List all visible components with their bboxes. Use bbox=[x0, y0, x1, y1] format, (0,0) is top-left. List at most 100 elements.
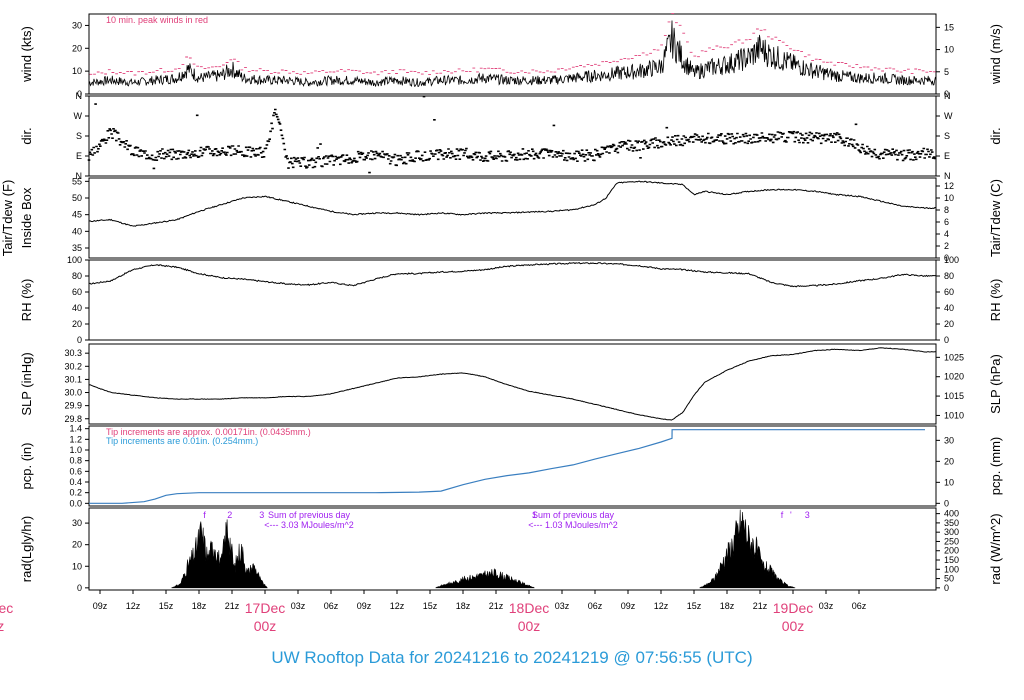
xtick-label: 18z bbox=[720, 601, 735, 611]
ytick-left-label: W bbox=[74, 111, 83, 121]
date-zulu-label: 00z bbox=[518, 618, 541, 634]
ytick-right-label: 100 bbox=[944, 255, 959, 265]
series-dir bbox=[87, 95, 937, 174]
wind-annotation: 10 min. peak winds in red bbox=[106, 15, 208, 25]
ytick-right-label: 0 bbox=[944, 583, 949, 593]
ytick-left-label: 30 bbox=[72, 20, 82, 30]
pcp-annotation-2: Tip increments are 0.01in. (0.254mm.) bbox=[106, 436, 258, 446]
rad-hour-marker: 2 bbox=[227, 510, 232, 520]
ytick-right-label: W bbox=[944, 111, 953, 121]
ytick-left-label: 30.3 bbox=[64, 348, 82, 358]
xtick-label: 15z bbox=[423, 601, 438, 611]
ytick-left-label: 30.1 bbox=[64, 374, 82, 384]
ytick-right-label: 1020 bbox=[944, 372, 964, 382]
ytick-right-label: 10 bbox=[944, 477, 954, 487]
panel-frame-rad bbox=[88, 507, 937, 591]
xtick-label: 06z bbox=[324, 601, 339, 611]
ytick-left-label: 30 bbox=[72, 518, 82, 528]
series-pcp bbox=[89, 429, 925, 504]
ytick-right-label: 150 bbox=[944, 555, 959, 565]
ytick-right-label: 5 bbox=[944, 67, 949, 77]
xtick-label: 06z bbox=[588, 601, 603, 611]
ytick-left-label: 45 bbox=[72, 210, 82, 220]
ytick-right-label: 1010 bbox=[944, 410, 964, 420]
ytick-right-label: 40 bbox=[944, 303, 954, 313]
ytick-left-label: E bbox=[76, 151, 82, 161]
ytick-left-label: 20 bbox=[72, 540, 82, 550]
rad-hour-marker: 1 bbox=[532, 510, 537, 520]
ytick-right-label: 200 bbox=[944, 546, 959, 556]
ytick-right-label: 8 bbox=[944, 205, 949, 215]
rad-annotation-line1: Sum of previous day bbox=[532, 510, 615, 520]
xtick-label: 15z bbox=[687, 601, 702, 611]
ytick-right-label: N bbox=[944, 171, 951, 181]
ytick-left-label: 40 bbox=[72, 226, 82, 236]
ylabel-right-rh: RH (%) bbox=[988, 279, 1003, 322]
ytick-right-label: S bbox=[944, 131, 950, 141]
series-temp bbox=[88, 180, 937, 227]
date-label: 18Dec bbox=[509, 600, 549, 616]
date-zulu-label: 00z bbox=[782, 618, 805, 634]
ytick-left-label: 60 bbox=[72, 287, 82, 297]
ytick-left-label: 20 bbox=[72, 43, 82, 53]
ytick-left-label: 30.2 bbox=[64, 361, 82, 371]
pcp-annotation-1: Tip increments are approx. 0.00171in. (0… bbox=[106, 427, 311, 437]
ylabel-right-pcp: pcp. (mm) bbox=[988, 437, 1003, 496]
xtick-label: 06z bbox=[852, 601, 867, 611]
ytick-right-label: 80 bbox=[944, 271, 954, 281]
ytick-left-label: 29.8 bbox=[64, 414, 82, 424]
ytick-right-label: 60 bbox=[944, 287, 954, 297]
ytick-right-label: 0 bbox=[944, 253, 949, 263]
ytick-left-label: N bbox=[76, 91, 83, 101]
series-wind bbox=[88, 20, 937, 88]
date-label: 17Dec bbox=[245, 600, 285, 616]
ytick-right-label: 4 bbox=[944, 229, 949, 239]
rad-hour-marker: ' bbox=[790, 510, 792, 520]
date-zulu-label: 00z bbox=[0, 618, 4, 634]
ytick-right-label: 1015 bbox=[944, 391, 964, 401]
series-rad-day3 bbox=[699, 509, 796, 589]
xtick-label: 21z bbox=[753, 601, 768, 611]
ylabel-left-pcp: pcp. (in) bbox=[19, 443, 34, 490]
ytick-right-label: 10 bbox=[944, 45, 954, 55]
xtick-label: 03z bbox=[819, 601, 834, 611]
ytick-left-label: S bbox=[76, 131, 82, 141]
ytick-left-label: 10 bbox=[72, 561, 82, 571]
rad-hour-marker: f bbox=[203, 510, 206, 520]
rad-annotation-line2: <--- 3.03 MJoules/m^2 bbox=[264, 520, 354, 530]
ytick-right-label: 30 bbox=[944, 435, 954, 445]
ytick-left-label: 0.4 bbox=[69, 477, 82, 487]
ytick-left-label: 40 bbox=[72, 303, 82, 313]
xtick-label: 15z bbox=[159, 601, 174, 611]
ytick-left-label: 100 bbox=[67, 255, 82, 265]
ytick-right-label: E bbox=[944, 151, 950, 161]
ytick-right-label: 12 bbox=[944, 181, 954, 191]
ytick-left-label: 1.4 bbox=[69, 424, 82, 434]
ytick-left-label: 0.6 bbox=[69, 466, 82, 476]
ytick-left-label: 1.2 bbox=[69, 434, 82, 444]
ylabel-left-wind: wind (kts) bbox=[19, 26, 34, 83]
ytick-right-label: N bbox=[944, 91, 951, 101]
xtick-label: 09z bbox=[357, 601, 372, 611]
panel-frame-slp bbox=[88, 343, 937, 425]
panel-frame-pcp bbox=[88, 425, 937, 507]
ylabel-right-temp: Tair/Tdew (C) bbox=[988, 179, 1003, 257]
xtick-label: 09z bbox=[93, 601, 108, 611]
ylabel-right-rad: rad (W/m^2) bbox=[988, 513, 1003, 584]
ylabel-right-wind: wind (m/s) bbox=[988, 24, 1003, 85]
series-rh bbox=[88, 262, 937, 288]
ytick-left-label: 55 bbox=[72, 176, 82, 186]
ylabel-left-dir: dir. bbox=[19, 127, 34, 144]
ytick-right-label: 0 bbox=[944, 335, 949, 345]
page-title: UW Rooftop Data for 20241216 to 20241219… bbox=[271, 648, 753, 667]
series-rad-day2 bbox=[435, 568, 535, 589]
xtick-label: 12z bbox=[126, 601, 141, 611]
series-slp bbox=[88, 347, 937, 421]
ytick-left-label: N bbox=[76, 171, 83, 181]
ytick-left-label: 0.0 bbox=[69, 498, 82, 508]
ytick-left-label: 0 bbox=[77, 335, 82, 345]
xtick-label: 18z bbox=[456, 601, 471, 611]
ytick-left-label: 0.2 bbox=[69, 488, 82, 498]
xtick-label: 09z bbox=[621, 601, 636, 611]
